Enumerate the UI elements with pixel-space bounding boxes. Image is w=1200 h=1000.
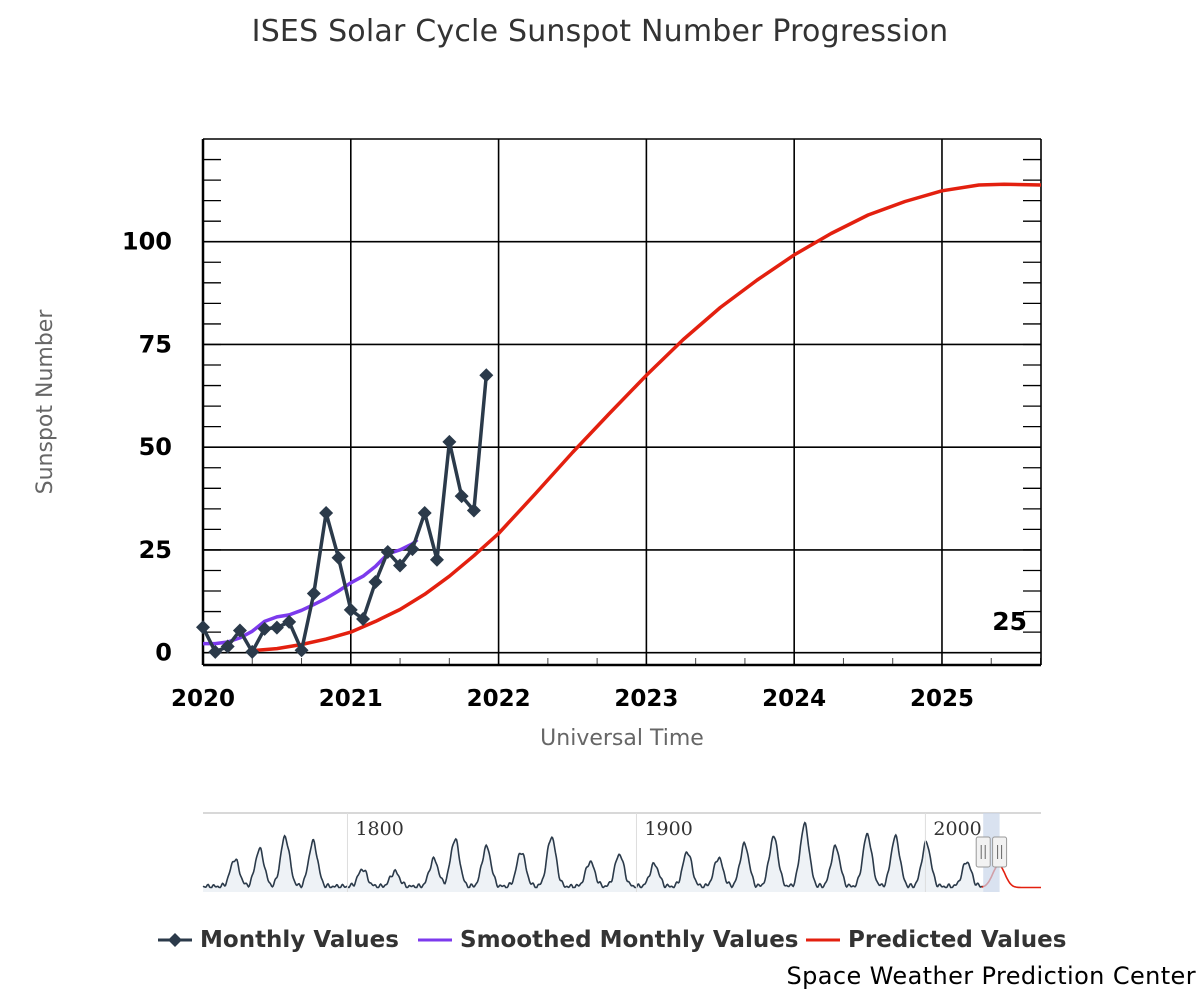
monthly-data-point xyxy=(393,558,408,573)
monthly-data-point xyxy=(306,586,321,601)
y-tick-label: 25 xyxy=(139,536,172,564)
monthly-legend-symbol xyxy=(158,933,192,947)
x-tick-label: 2024 xyxy=(762,686,826,712)
x-tick-label: 2022 xyxy=(467,686,531,712)
handle-body xyxy=(975,836,991,868)
monthly-data-point xyxy=(245,644,260,659)
monthly-data-point xyxy=(466,503,481,518)
monthly-data-point xyxy=(294,643,309,658)
navigator-x-label: 2000 xyxy=(933,818,981,840)
chart-legend: Monthly Values Smoothed Monthly Values P… xyxy=(0,922,1200,962)
monthly-data-point xyxy=(196,620,210,635)
monthly-data-point xyxy=(343,602,358,617)
predicted-legend-symbol xyxy=(806,938,840,942)
navigator-history-line xyxy=(202,821,984,889)
grid-lines xyxy=(201,138,1042,667)
navigator-x-label: 1900 xyxy=(644,818,692,840)
y-tick-label: 50 xyxy=(139,433,172,461)
legend-label-monthly: Monthly Values xyxy=(200,927,399,953)
handle-body xyxy=(992,836,1008,868)
navigator-x-label: 1800 xyxy=(355,818,403,840)
x-tick-label: 2025 xyxy=(910,686,974,712)
navigator-predicted-line xyxy=(981,864,1041,889)
monthly-data-point xyxy=(405,542,420,557)
monthly-data-point xyxy=(232,623,247,638)
x-tick-label: 2021 xyxy=(319,686,383,712)
monthly-data-point xyxy=(282,614,297,629)
legend-item-smoothed[interactable]: Smoothed Monthly Values xyxy=(418,922,799,958)
monthly-data-point xyxy=(356,611,371,626)
monthly-data-point xyxy=(454,489,469,504)
x-tick-label: 2023 xyxy=(614,686,678,712)
y-tick-label: 100 xyxy=(122,228,172,256)
legend-label-smoothed: Smoothed Monthly Values xyxy=(460,927,799,953)
monthly-data-point xyxy=(257,621,272,636)
main-chart: 2020 2021 2022 2023 2024 2025 0 25 50 75 100 Univer… xyxy=(33,138,1042,751)
monthly-data-point xyxy=(479,368,494,383)
legend-label-predicted: Predicted Values xyxy=(848,927,1067,953)
monthly-data-point xyxy=(429,552,444,567)
monthly-data-point xyxy=(380,544,395,559)
monthly-data-point xyxy=(331,550,346,565)
y-tick-label: 75 xyxy=(139,330,172,358)
chart-title: ISES Solar Cycle Sunspot Number Progress… xyxy=(251,14,949,49)
monthly-data-point xyxy=(442,434,457,449)
credits-text[interactable]: Space Weather Prediction Center xyxy=(786,962,1196,990)
x-tick-label: 2020 xyxy=(171,686,235,712)
legend-item-predicted[interactable]: Predicted Values xyxy=(806,922,1066,958)
monthly-data-point xyxy=(368,574,383,589)
monthly-data-point xyxy=(417,505,432,520)
predicted-series-line xyxy=(252,182,1042,653)
navigator-left-handle[interactable] xyxy=(975,836,991,868)
legend-item-monthly[interactable]: Monthly Values xyxy=(158,922,399,958)
navigator-area xyxy=(203,822,984,892)
monthly-data-point xyxy=(319,505,334,520)
smoothed-legend-symbol xyxy=(418,938,452,942)
monthly-data-point xyxy=(269,620,284,635)
cycle-annotation: 25 xyxy=(992,607,1027,636)
x-axis-title: Universal Time xyxy=(540,726,704,751)
navigator-right-handle[interactable] xyxy=(992,836,1008,868)
y-tick-label: 0 xyxy=(155,639,172,667)
y-axis-title: Sunspot Number xyxy=(33,309,58,495)
monthly-data-point xyxy=(208,644,223,659)
monthly-data-point xyxy=(220,639,235,654)
